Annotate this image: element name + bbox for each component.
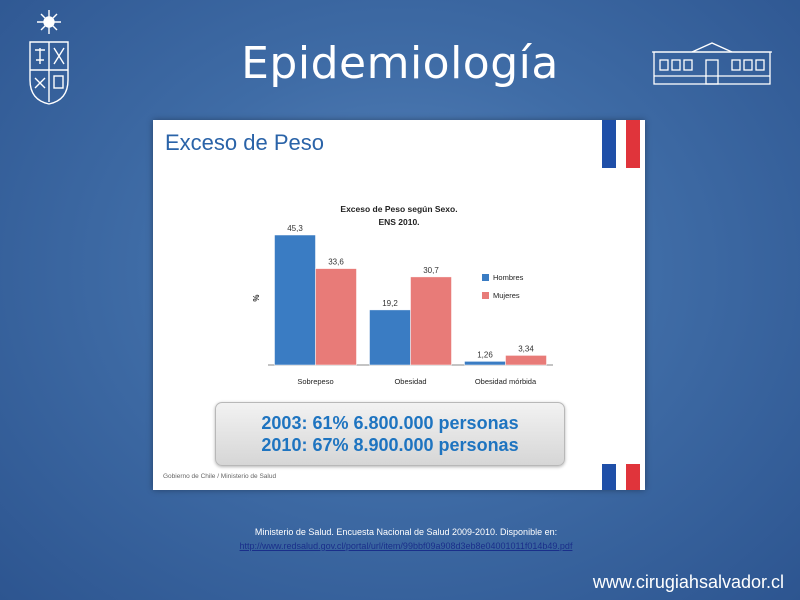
bar-mujeres-2 — [410, 276, 452, 366]
category-label-2: Obesidad — [394, 377, 426, 386]
chile-flag-stripe-bottom — [602, 464, 640, 490]
data-label-mujeres-2: 30,7 — [423, 266, 439, 275]
bar-hombres-1 — [274, 234, 316, 366]
citation-text: Ministerio de Salud. Encuesta Nacional d… — [254, 527, 558, 537]
chile-flag-stripe-top — [602, 120, 640, 168]
legend-label-mujeres: Mujeres — [493, 291, 520, 300]
data-label-hombres-3: 1,26 — [477, 350, 493, 359]
content-panel: Exceso de Peso Exceso de Peso según Sexo… — [153, 120, 645, 490]
chart-subtitle: ENS 2010. — [378, 217, 420, 227]
data-label-mujeres-3: 3,34 — [518, 344, 534, 353]
bar-mujeres-1 — [315, 268, 357, 366]
source-note: Gobierno de Chile / Ministerio de Salud — [163, 473, 277, 480]
data-label-hombres-2: 19,2 — [382, 299, 398, 308]
bar-hombres-2 — [369, 309, 411, 366]
data-label-mujeres-1: 33,6 — [328, 258, 344, 267]
bar-hombres-3 — [464, 361, 506, 366]
legend-swatch-hombres — [482, 274, 489, 281]
university-emblem-logo — [29, 10, 69, 105]
stats-line-2010: 2010: 67% 8.900.000 personas — [261, 435, 519, 455]
y-axis-label: % — [252, 294, 261, 301]
bar-chart: % 45,3 33,6 Sobrepeso 19,2 30,7 Obesidad 1,26 3,… — [252, 224, 553, 386]
legend-swatch-mujeres — [482, 292, 489, 299]
citation-link[interactable]: http://www.redsalud.gov.cl/portal/url/it… — [239, 541, 573, 551]
data-label-hombres-1: 45,3 — [287, 224, 303, 233]
stats-box: 2003: 61% 6.800.000 personas 2010: 67% 8… — [215, 402, 565, 466]
chart-title: Exceso de Peso según Sexo. — [340, 204, 458, 214]
slide-title: Epidemiología — [241, 38, 559, 89]
category-label-1: Sobrepeso — [297, 377, 333, 386]
hospital-building-logo — [652, 42, 772, 85]
legend-label-hombres: Hombres — [493, 273, 524, 282]
stats-line-2003: 2003: 61% 6.800.000 personas — [261, 413, 519, 433]
bar-mujeres-3 — [505, 355, 547, 366]
website-url: www.cirugiahsalvador.cl — [592, 572, 784, 592]
panel-title: Exceso de Peso — [165, 130, 324, 155]
category-label-3: Obesidad mórbida — [475, 377, 537, 386]
